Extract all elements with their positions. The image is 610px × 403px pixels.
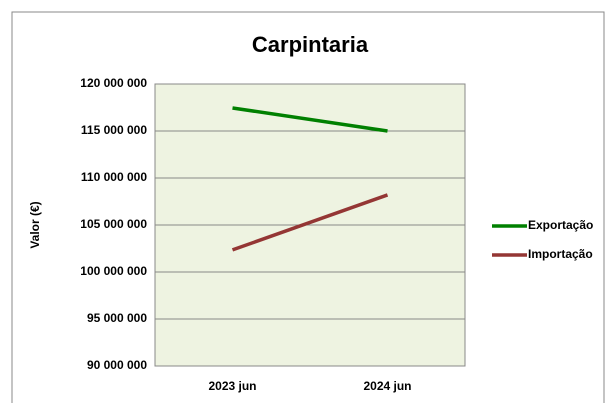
x-tick-label: 2024 jun <box>363 379 411 393</box>
legend-label: Importação <box>528 247 593 261</box>
y-axis-label: Valor (€) <box>28 201 42 248</box>
legend-label: Exportação <box>528 218 593 232</box>
data-line <box>232 106 388 133</box>
y-tick-label: 105 000 000 <box>80 217 147 231</box>
chart-frame <box>11 11 605 403</box>
y-tick-label: 115 000 000 <box>81 123 147 137</box>
y-tick-label: 90 000 000 <box>87 358 147 372</box>
data-line <box>231 193 389 252</box>
y-tick-label: 110 000 000 <box>81 170 147 184</box>
chart-title: Carpintaria <box>252 32 369 57</box>
y-tick-label: 100 000 000 <box>80 264 147 278</box>
y-tick-label: 95 000 000 <box>87 311 147 325</box>
x-tick-label: 2023 jun <box>208 379 256 393</box>
y-tick-label: 120 000 000 <box>80 76 147 90</box>
